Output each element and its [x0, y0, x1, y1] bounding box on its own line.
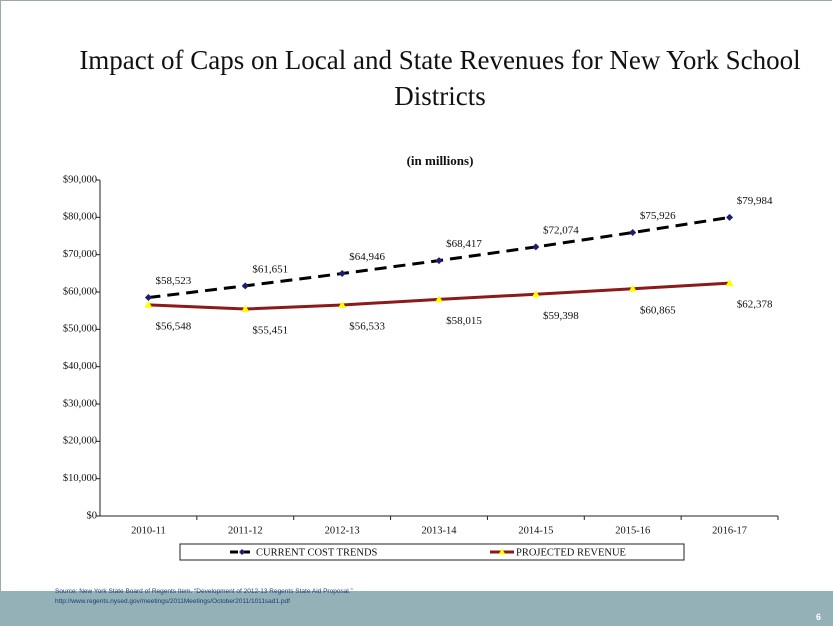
- marker: [725, 279, 734, 287]
- legend-marker: [498, 548, 506, 555]
- marker: [241, 282, 249, 290]
- data-label: $75,926: [640, 210, 676, 222]
- chart-subtitle: (in millions): [407, 153, 474, 168]
- source-url: http://www.regents.nysed.gov/meetings/20…: [55, 598, 290, 605]
- marker: [435, 295, 443, 303]
- legend-box: [179, 543, 685, 561]
- y-tick-label: $60,000: [63, 286, 97, 297]
- y-tick-label: $80,000: [63, 212, 97, 223]
- y-tick-label: $70,000: [63, 249, 97, 260]
- data-label: $56,548: [156, 320, 192, 332]
- y-tick-label: $0: [87, 510, 98, 521]
- y-tick-label: $30,000: [63, 398, 97, 409]
- x-tick-label: 2016-17: [712, 525, 747, 536]
- page-number: 6: [815, 612, 821, 622]
- slide-title: Impact of Caps on Local and State Revenu…: [79, 45, 801, 111]
- data-label: $59,398: [543, 310, 579, 322]
- marker: [726, 213, 734, 221]
- x-tick-label: 2014-15: [518, 525, 553, 536]
- data-label: $72,074: [543, 224, 579, 236]
- y-tick-label: $90,000: [63, 174, 97, 185]
- x-tick-label: 2013-14: [422, 525, 458, 536]
- marker: [435, 257, 443, 265]
- y-tick-label: $20,000: [63, 436, 97, 447]
- marker: [338, 270, 346, 278]
- marker: [338, 300, 347, 308]
- legend-label: PROJECTED REVENUE: [516, 547, 626, 558]
- marker: [628, 284, 637, 292]
- y-tick-label: $50,000: [63, 324, 97, 335]
- marker: [241, 304, 250, 312]
- y-tick-label: $40,000: [63, 361, 97, 372]
- legend-marker: [239, 549, 245, 555]
- x-tick-label: 2015-16: [615, 525, 650, 536]
- data-label: $64,946: [349, 251, 385, 263]
- data-label: $56,533: [349, 320, 385, 332]
- marker: [531, 290, 540, 298]
- source-text: Source: New York State Board of Regents …: [55, 588, 353, 595]
- data-label: $60,865: [640, 304, 676, 316]
- x-tick-label: 2010-11: [131, 525, 166, 536]
- y-tick-label: $10,000: [63, 473, 97, 484]
- legend-label: CURRENT COST TRENDS: [256, 547, 378, 558]
- x-tick-label: 2012-13: [325, 525, 360, 536]
- data-label: $58,523: [156, 275, 192, 287]
- data-label: $62,378: [737, 299, 773, 311]
- marker: [532, 243, 540, 251]
- data-label: $68,417: [446, 238, 482, 250]
- marker: [629, 229, 637, 237]
- footer-band: [0, 591, 833, 626]
- marker: [144, 294, 152, 302]
- data-label: $58,015: [446, 315, 482, 327]
- data-label: $61,651: [252, 263, 288, 275]
- data-label: $55,451: [252, 325, 288, 337]
- x-tick-label: 2011-12: [228, 525, 263, 536]
- marker: [144, 300, 153, 308]
- data-label: $79,984: [737, 195, 773, 207]
